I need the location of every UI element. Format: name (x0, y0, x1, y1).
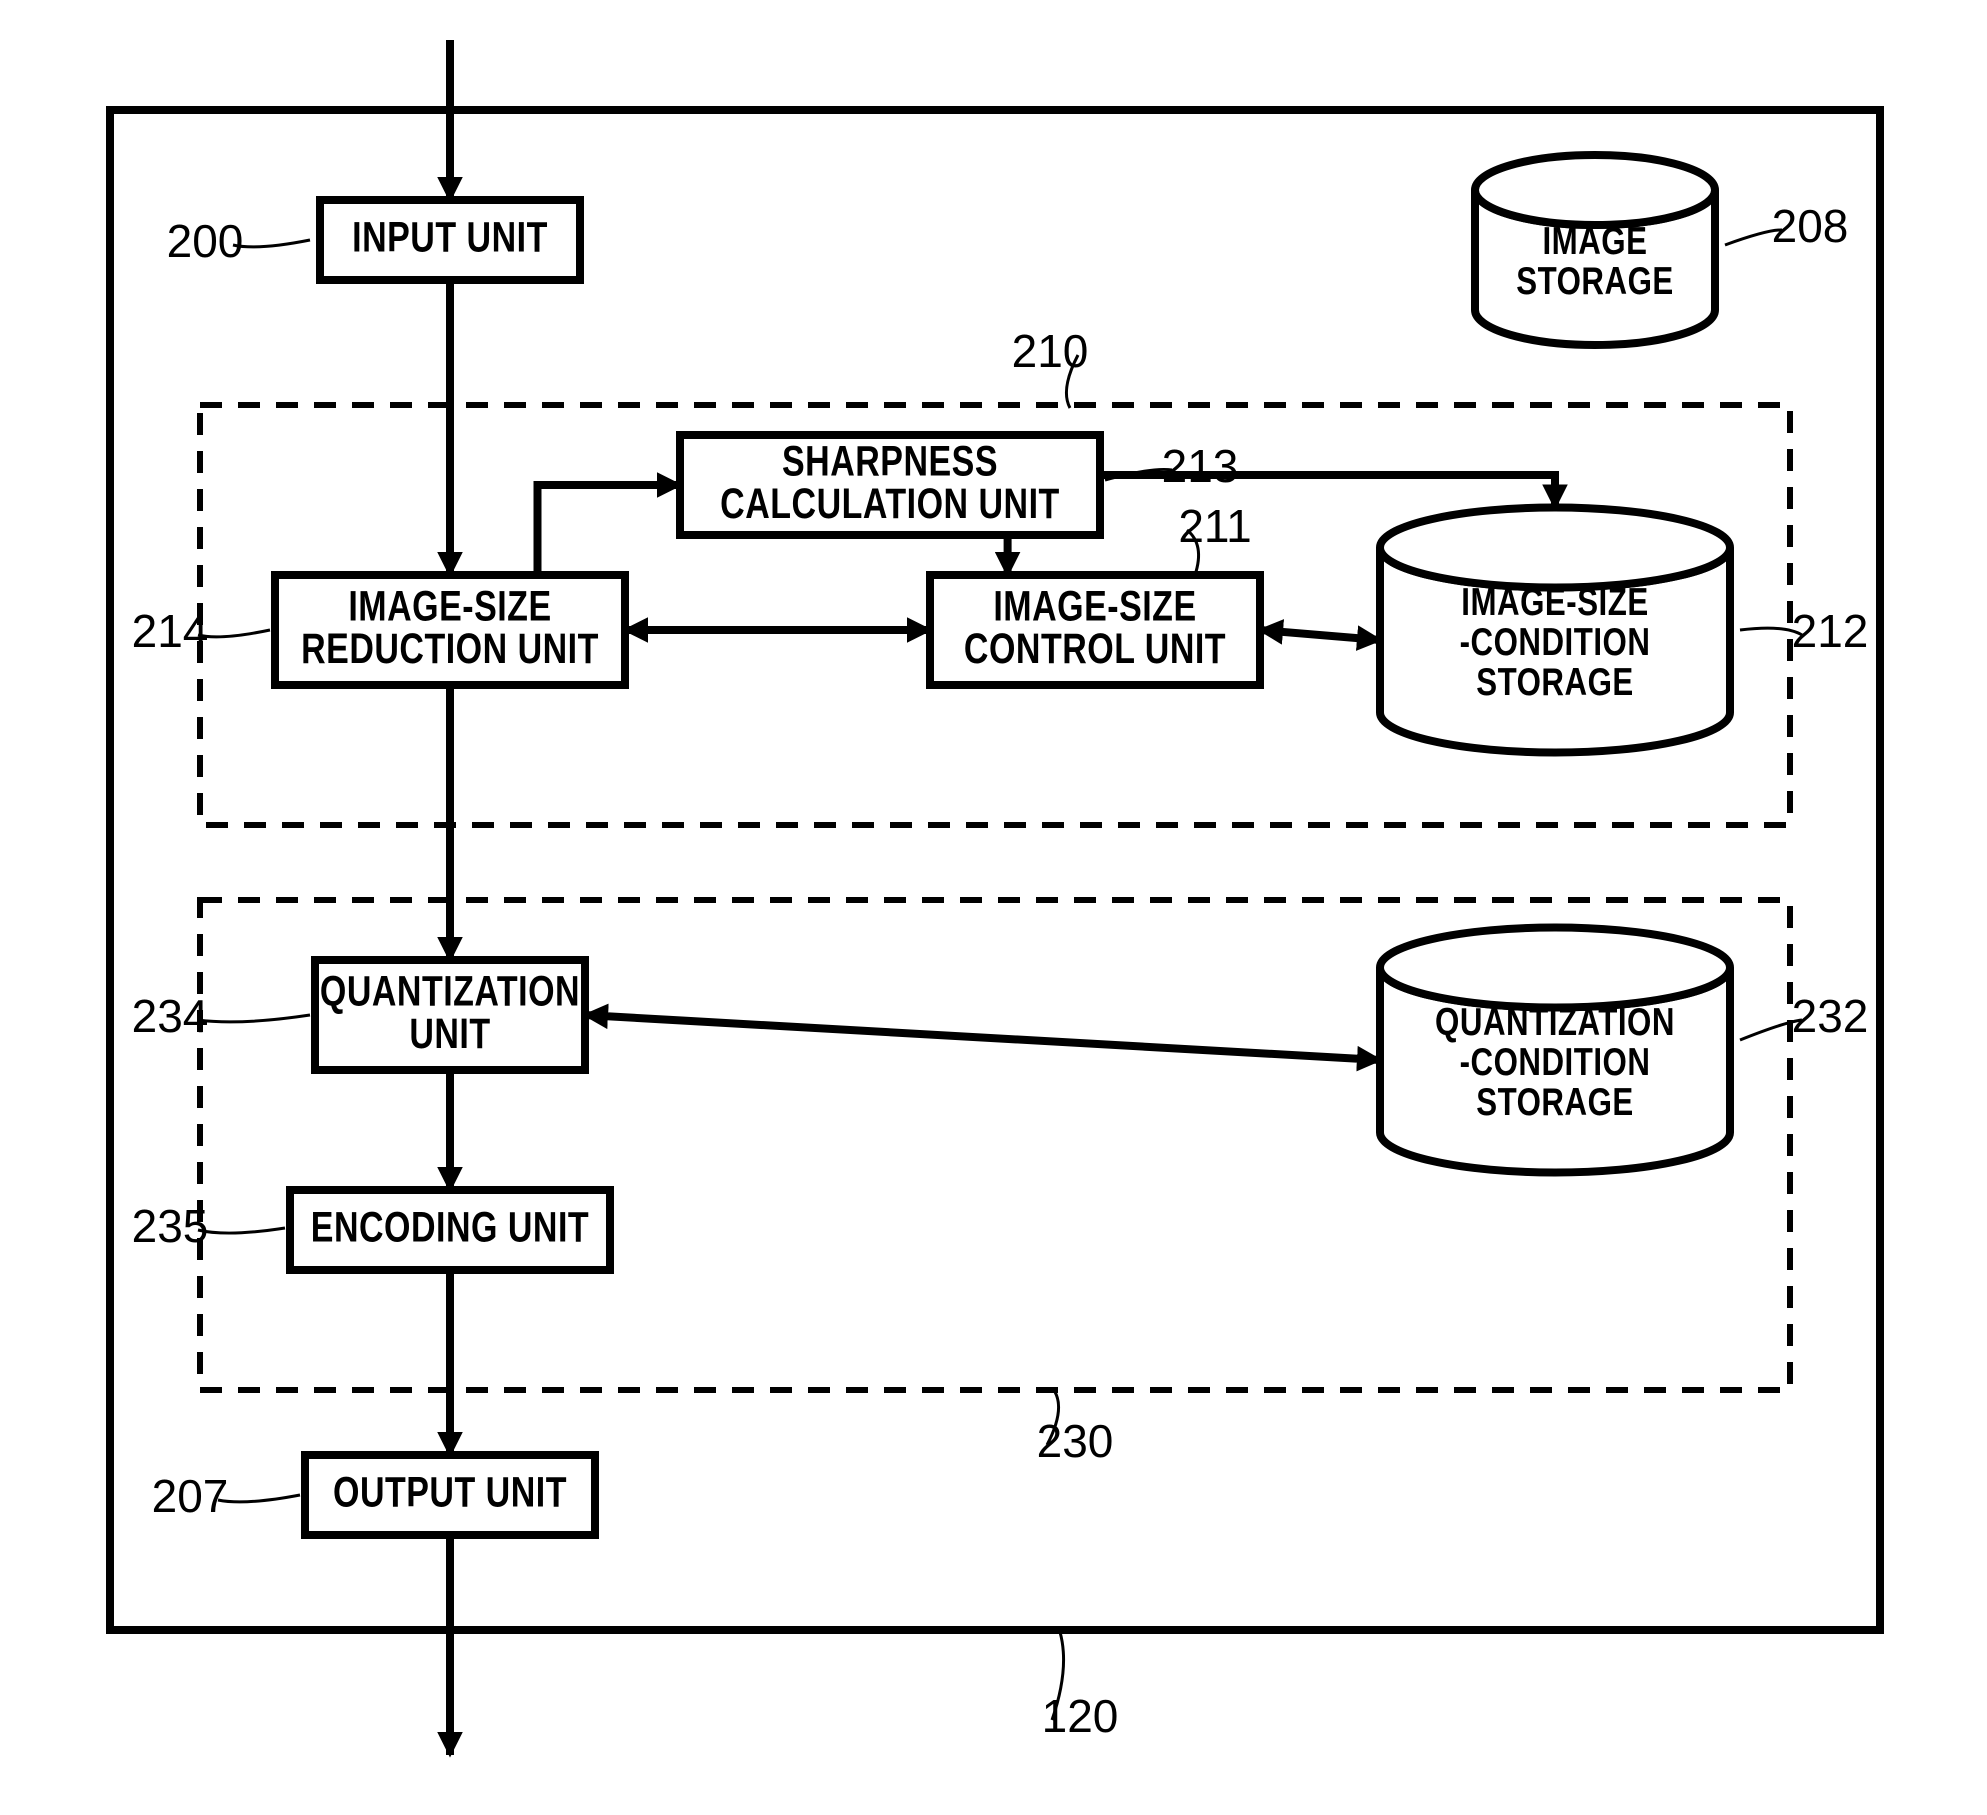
quantization-condition-storage-cylinder-label: QUANTIZATION (1435, 999, 1675, 1043)
flow-quant-quantcond-bidir (585, 1015, 1380, 1060)
quantization-condition-storage-cylinder: QUANTIZATION-CONDITIONSTORAGE (1380, 928, 1730, 1173)
image-size-control-block-label: CONTROL UNIT (964, 625, 1226, 672)
leader-214 (198, 630, 270, 637)
flow-control-sizecond-bidir (1260, 630, 1380, 640)
ref-232: 232 (1792, 990, 1869, 1042)
quantization-unit-block-label: UNIT (409, 1010, 490, 1057)
encoding-unit-block-label: ENCODING UNIT (311, 1204, 589, 1251)
flow-reduction-to-sharpness (538, 485, 681, 575)
image-storage-cylinder: IMAGESTORAGE (1475, 155, 1715, 345)
ref-207: 207 (152, 1470, 229, 1522)
image-size-condition-storage-cylinder-label: -CONDITION (1460, 620, 1651, 664)
output-unit-block: OUTPUT UNIT (305, 1455, 595, 1535)
output-unit-block-label: OUTPUT UNIT (333, 1469, 567, 1516)
image-size-condition-storage-cylinder-label: STORAGE (1476, 660, 1634, 704)
ref-208: 208 (1772, 200, 1849, 252)
leader-200 (233, 240, 310, 247)
ref-212: 212 (1792, 605, 1869, 657)
sharpness-calc-block: SHARPNESSCALCULATION UNIT (680, 435, 1100, 535)
encoding-unit-block: ENCODING UNIT (290, 1190, 610, 1270)
ref-214: 214 (132, 605, 209, 657)
ref-210: 210 (1012, 325, 1089, 377)
ref-230: 230 (1037, 1415, 1114, 1467)
ref-120: 120 (1042, 1690, 1119, 1742)
sharpness-calc-block-label: SHARPNESS (782, 438, 998, 485)
image-size-reduction-block-label: IMAGE-SIZE (348, 583, 551, 630)
ref-235: 235 (132, 1200, 209, 1252)
ref-234: 234 (132, 990, 209, 1042)
leader-235 (198, 1228, 285, 1233)
image-size-reduction-block: IMAGE-SIZEREDUCTION UNIT (275, 575, 625, 685)
image-size-condition-storage-cylinder-label: IMAGE-SIZE (1461, 579, 1648, 623)
leader-234 (198, 1015, 310, 1022)
image-size-control-block: IMAGE-SIZECONTROL UNIT (930, 575, 1260, 685)
quantization-condition-storage-cylinder-label: -CONDITION (1460, 1040, 1651, 1084)
quantization-unit-block-label: QUANTIZATION (320, 968, 580, 1015)
ref-211: 211 (1178, 500, 1251, 552)
input-unit-block-label: INPUT UNIT (352, 214, 548, 261)
ref-213: 213 (1162, 440, 1239, 492)
quantization-condition-storage-cylinder-label: STORAGE (1476, 1080, 1634, 1124)
image-storage-cylinder-label: STORAGE (1516, 259, 1674, 303)
image-size-condition-storage-cylinder: IMAGE-SIZE-CONDITIONSTORAGE (1380, 508, 1730, 753)
image-size-control-block-label: IMAGE-SIZE (993, 583, 1196, 630)
ref-200: 200 (167, 215, 244, 267)
quantization-unit-block: QUANTIZATIONUNIT (315, 960, 585, 1070)
leader-207 (218, 1495, 300, 1502)
input-unit-block: INPUT UNIT (320, 200, 580, 280)
image-storage-cylinder-label: IMAGE (1543, 219, 1648, 263)
sharpness-calc-block-label: CALCULATION UNIT (720, 480, 1060, 527)
image-size-reduction-block-label: REDUCTION UNIT (301, 625, 599, 672)
